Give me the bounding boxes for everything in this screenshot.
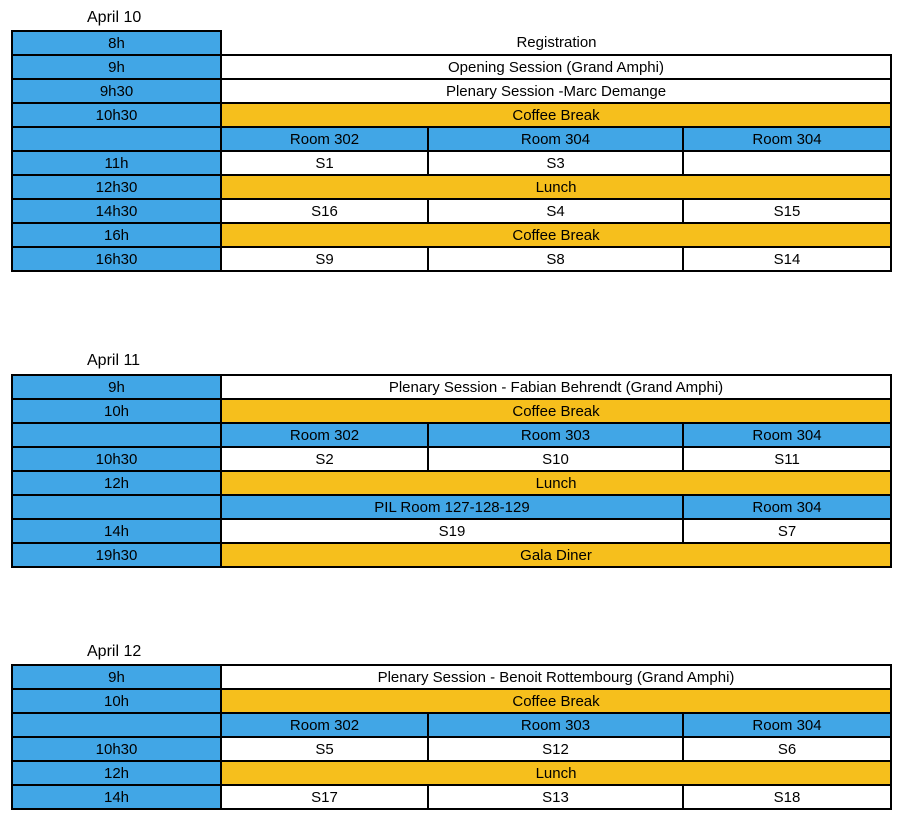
time-cell: 19h30 [11,542,222,568]
room-header-cell: Room 302 [220,422,429,448]
break-cell: Coffee Break [219,688,893,714]
room-header-cell: PIL Room 127-128-129 [220,494,684,520]
schedule-table-april-10: 8h Registration 9h Opening Session (Gran… [11,30,892,272]
table-row: Room 302 Room 304 Room 304 [11,126,892,152]
room-header-cell: Room 304 [427,126,684,152]
schedule-table-april-11: 9h Plenary Session - Fabian Behrendt (Gr… [11,374,893,568]
table-row: 14h S17 S13 S18 [11,784,893,810]
table-row: 10h30 Coffee Break [11,102,892,128]
session-cell: S8 [427,246,684,272]
time-cell: 12h [11,470,222,496]
table-row: 14h S19 S7 [11,518,893,544]
session-cell: S10 [427,446,684,472]
table-row: 9h Opening Session (Grand Amphi) [11,54,892,80]
time-cell: 9h [11,664,222,690]
break-cell: Gala Diner [219,542,893,568]
session-cell: S11 [681,446,893,472]
time-cell: 10h30 [11,446,222,472]
table-row: 10h30 S5 S12 S6 [11,736,893,762]
table-row: 9h Plenary Session - Fabian Behrendt (Gr… [11,374,893,400]
time-cell: 16h30 [11,246,222,272]
table-row: Room 302 Room 303 Room 304 [11,422,893,448]
table-row: 10h Coffee Break [11,398,893,424]
time-cell: 12h [11,760,222,786]
time-cell: 12h30 [11,174,222,200]
time-cell: 9h30 [11,78,222,104]
session-cell-wide: Opening Session (Grand Amphi) [220,54,892,80]
table-row: PIL Room 127-128-129 Room 304 [11,494,893,520]
table-row: 9h Plenary Session - Benoit Rottembourg … [11,664,893,690]
room-header-cell: Room 304 [681,712,893,738]
session-cell: S14 [682,246,892,272]
time-cell: 10h [11,398,222,424]
time-cell [11,494,222,520]
room-header-cell: Room 302 [220,126,429,152]
session-cell: S12 [427,736,684,762]
table-row: 12h30 Lunch [11,174,892,200]
table-row: 9h30 Plenary Session -Marc Demange [11,78,892,104]
time-cell: 9h [11,374,222,400]
table-row: 16h Coffee Break [11,222,892,248]
time-cell [11,712,222,738]
table-row: 19h30 Gala Diner [11,542,893,568]
session-cell: S7 [681,518,893,544]
room-header-cell: Room 304 [682,126,892,152]
time-cell: 14h [11,784,222,810]
session-cell: S19 [220,518,684,544]
session-cell: S5 [220,736,429,762]
session-cell-wide: Plenary Session -Marc Demange [220,78,892,104]
time-cell: 16h [11,222,222,248]
break-cell: Coffee Break [220,102,892,128]
session-cell [682,150,892,176]
day-label-april-10: April 10 [87,9,142,26]
room-header-cell: Room 302 [220,712,429,738]
break-cell: Coffee Break [219,398,893,424]
session-cell: S18 [681,784,893,810]
registration-cell: Registration [220,31,891,56]
table-row: 10h Coffee Break [11,688,893,714]
break-cell: Lunch [219,760,893,786]
time-cell: 14h30 [11,198,222,224]
day-label-april-11: April 11 [87,352,141,369]
table-row: 8h Registration [11,30,891,56]
session-cell: S1 [220,150,429,176]
time-cell: 10h30 [11,736,222,762]
session-cell: S2 [220,446,429,472]
time-cell: 14h [11,518,222,544]
break-cell: Coffee Break [220,222,892,248]
schedule-table-april-12: 9h Plenary Session - Benoit Rottembourg … [11,664,893,810]
break-cell: Lunch [219,470,893,496]
session-cell: S4 [427,198,684,224]
room-header-cell: Room 304 [681,422,893,448]
day-label-april-12: April 12 [87,643,142,660]
table-row: Room 302 Room 303 Room 304 [11,712,893,738]
room-header-cell: Room 303 [427,422,684,448]
table-row: 14h30 S16 S4 S15 [11,198,892,224]
session-cell: S6 [681,736,893,762]
room-header-cell: Room 303 [427,712,684,738]
table-row: 10h30 S2 S10 S11 [11,446,893,472]
time-cell: 11h [11,150,222,176]
session-cell: S3 [427,150,684,176]
room-header-cell: Room 304 [681,494,893,520]
table-row: 12h Lunch [11,470,893,496]
session-cell-wide: Plenary Session - Fabian Behrendt (Grand… [219,374,893,400]
time-cell: 10h30 [11,102,222,128]
time-cell [11,126,222,152]
session-cell: S15 [682,198,892,224]
time-cell [11,422,222,448]
session-cell: S9 [220,246,429,272]
time-cell: 10h [11,688,222,714]
session-cell: S16 [220,198,429,224]
time-cell: 8h [11,30,222,56]
table-row: 16h30 S9 S8 S14 [11,246,892,272]
time-cell: 9h [11,54,222,80]
session-cell-wide: Plenary Session - Benoit Rottembourg (Gr… [219,664,893,690]
table-row: 12h Lunch [11,760,893,786]
session-cell: S17 [220,784,429,810]
break-cell: Lunch [220,174,892,200]
session-cell: S13 [427,784,684,810]
table-row: 11h S1 S3 [11,150,892,176]
